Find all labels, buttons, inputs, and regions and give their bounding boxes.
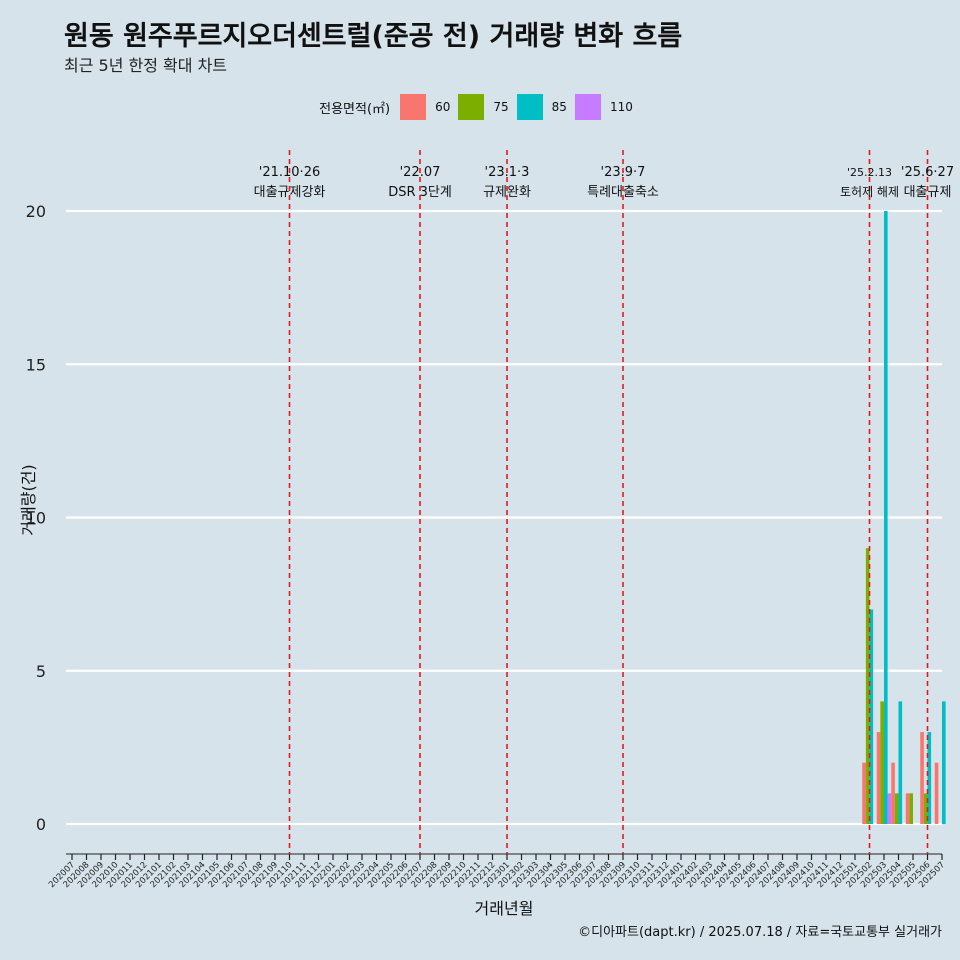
- event-date-label: '21.10·26: [259, 165, 320, 180]
- bar-85-202502: [869, 609, 874, 824]
- legend-item-110: 110: [574, 94, 633, 120]
- bar-85-202507: [942, 701, 946, 824]
- y-tick-label: 10: [26, 509, 46, 528]
- event-label: 대출규제강화: [254, 185, 326, 200]
- bar-75-202506: [923, 793, 928, 824]
- event-date-label: '23.1·3: [485, 165, 530, 180]
- event-date-label: '22.07: [400, 165, 441, 180]
- legend-label-85: 85: [551, 100, 567, 114]
- legend-key-110: [574, 94, 601, 120]
- bar-75-202505: [909, 793, 913, 824]
- bar-75-202503: [880, 701, 884, 824]
- legend-key-85: [516, 94, 543, 120]
- legend-label-60: 60: [435, 100, 451, 114]
- legend-label-110: 110: [609, 100, 633, 114]
- event-date-label: '25.6·27: [901, 165, 954, 180]
- bar-60-202502: [862, 762, 866, 824]
- bar-75-202504: [894, 793, 899, 824]
- legend-item-85: 85: [516, 94, 567, 120]
- bar-60-202504: [891, 762, 895, 824]
- bar-75-202502: [865, 548, 870, 824]
- bar-85-202506: [927, 732, 932, 824]
- bar-60-202507: [934, 762, 939, 824]
- legend: 전용면적(㎡) 60 75 85 110: [0, 93, 960, 121]
- chart-title: 원동 원주푸르지오더센트럴(준공 전) 거래량 변화 흐름: [64, 21, 683, 52]
- event-label: DSR 3단계: [388, 185, 452, 200]
- chart-subtitle: 최근 5년 한정 확대 차트: [64, 56, 228, 75]
- bar-60-202503: [876, 732, 881, 824]
- y-axis-title: 거래량(건): [19, 464, 38, 535]
- y-tick-label: 0: [36, 815, 46, 834]
- bar-60-202506: [920, 732, 924, 824]
- legend-label-75: 75: [493, 100, 509, 114]
- bar-60-202505: [905, 793, 910, 824]
- y-tick-label: 5: [36, 662, 46, 681]
- legend-key-60: [400, 94, 427, 120]
- bar-85-202504: [898, 701, 903, 824]
- legend-key-75: [458, 94, 485, 120]
- legend-title: 전용면적(㎡): [319, 101, 391, 117]
- legend-item-60: 60: [400, 94, 450, 120]
- legend-item-75: 75: [458, 94, 509, 120]
- bar-85-202503: [884, 211, 888, 824]
- y-tick-label: 15: [26, 355, 46, 374]
- event-date-label: '25.2.13: [847, 166, 892, 179]
- bar-110-202503: [887, 793, 892, 824]
- event-label: 토허제 해제: [840, 185, 899, 199]
- y-tick-label: 20: [26, 202, 46, 221]
- event-label: 특례대출축소: [587, 185, 659, 200]
- event-label: 대출규제: [904, 185, 952, 200]
- x-axis-title: 거래년월: [475, 899, 534, 918]
- event-label: 규제완화: [483, 185, 531, 200]
- event-date-label: '23.9·7: [601, 165, 646, 180]
- caption: ©디아파트(dapt.kr) / 2025.07.18 / 자료=국토교통부 실…: [578, 925, 942, 940]
